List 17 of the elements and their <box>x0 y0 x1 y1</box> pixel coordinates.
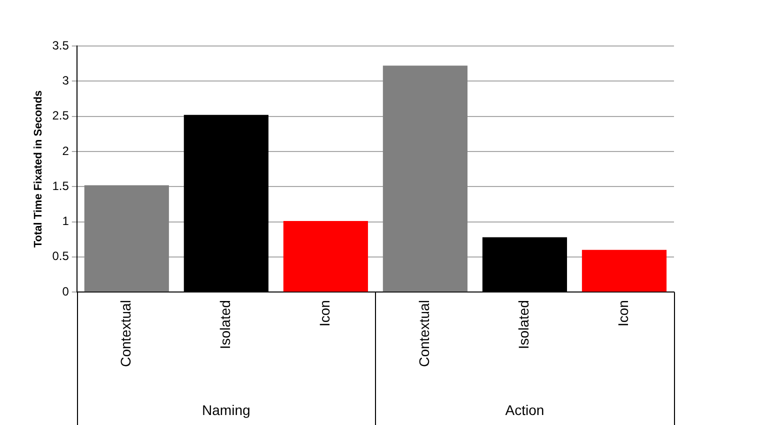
x-tick-label: Icon <box>615 300 632 327</box>
y-tick-label: 2.5 <box>52 108 70 123</box>
y-tick-label: 3 <box>62 73 70 88</box>
x-tick-label: Icon <box>316 300 333 327</box>
text: Naming <box>202 402 250 418</box>
x-tick-label: Contextual <box>416 300 432 368</box>
y-tick-label: 0 <box>62 284 70 298</box>
y-tick-label: 0.5 <box>52 249 70 264</box>
y-tick-label: 1 <box>62 214 70 228</box>
y-tick-label: 1.5 <box>52 178 70 193</box>
x-tick-label: Isolated <box>217 300 234 350</box>
x-tick-label: Isolated <box>516 300 532 350</box>
y-axis-title: Total Time Fixated in Seconds <box>32 90 45 248</box>
y-tick-label: 2 <box>62 144 70 158</box>
text: Action <box>505 402 544 418</box>
y-tick-label: 3.5 <box>52 38 70 52</box>
x-tick-label: Contextual <box>118 300 134 368</box>
